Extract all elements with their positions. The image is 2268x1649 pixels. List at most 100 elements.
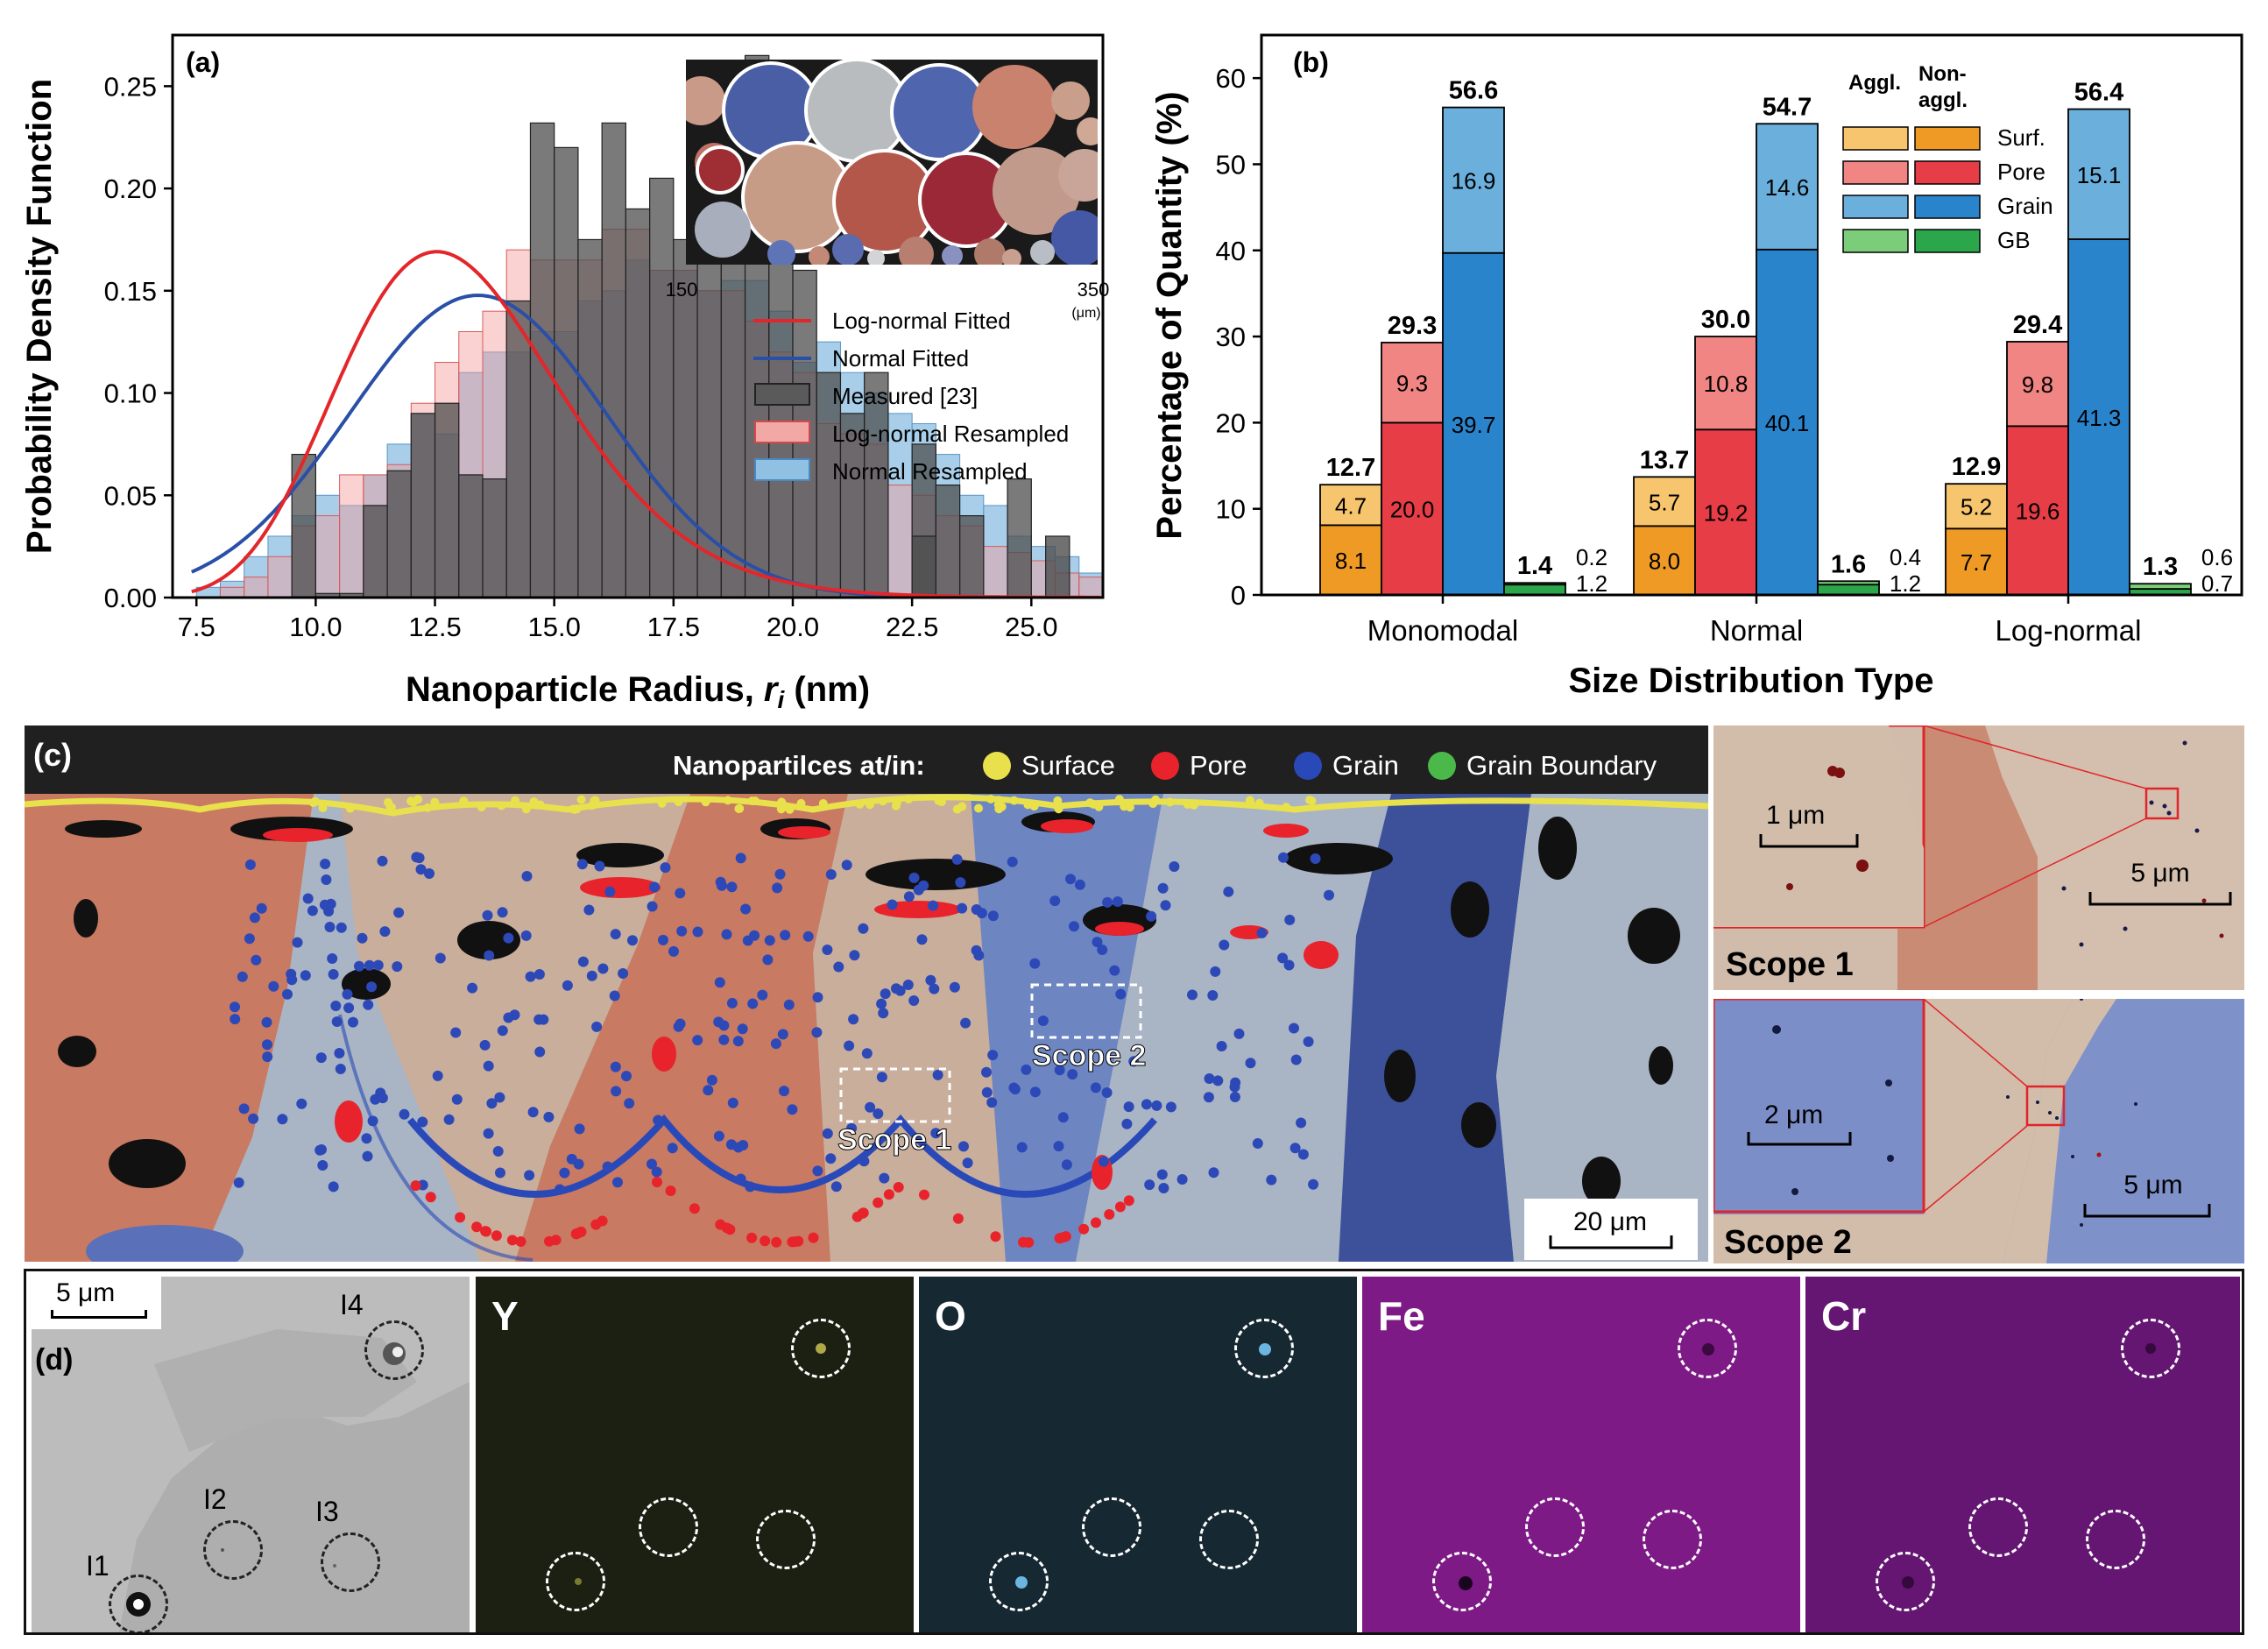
surface-particle [997,802,1007,811]
aggl-value: 9.3 [1396,371,1428,397]
surface-particle [1009,796,1019,805]
x-tick-label: 25.0 [1005,612,1057,642]
grain-particle [594,860,605,872]
stacked-bar-chart: 12.78.14.729.320.09.356.639.716.91.4 0.21… [1150,33,2243,700]
bar-aggl [2067,108,2130,240]
gb-particle [1091,1217,1101,1228]
grain-particle [1016,1142,1028,1153]
y-axis-title: Percentage of Quantity (%) [1150,91,1189,539]
grain-particle [248,1113,259,1124]
x-tick-label: 17.5 [647,612,700,642]
lognormal-resampled-bar [267,556,293,598]
grain-particle [811,1027,823,1038]
grain-particle [1007,856,1018,867]
grain-particle [1245,1058,1256,1069]
grain-particle [334,1048,345,1058]
gb-particle [1123,1195,1134,1207]
grain-particle [913,884,924,895]
grain-particle [757,989,768,1001]
y-tick-label: 0 [1231,580,1246,611]
inclusion-ring [1234,1319,1294,1378]
grain-particle [432,1070,443,1081]
measured-bar [386,470,412,598]
grain-particle [735,853,746,864]
non-aggl-value: 8.0 [1649,548,1680,575]
grain-particle [393,907,405,918]
y-tick-label: 0.00 [104,583,157,613]
gb-particle [789,1236,801,1248]
gb-particle [665,1185,676,1197]
grain-particle [486,1098,498,1109]
grain-particle [987,1050,999,1061]
grain-particle [732,1036,744,1047]
grain-particle [976,908,987,919]
surface-particle [587,801,597,810]
total-label: 1.3 [2143,553,2178,581]
grain-particle [727,1097,738,1108]
eds-map-o: O [919,1277,1357,1632]
grain-particle [268,980,279,992]
gb-particle [893,1182,904,1193]
x-tick-label: 15.0 [528,612,581,642]
non-aggl-value: 19.6 [2016,499,2060,525]
grain-particle [372,959,384,971]
gb-particle [990,1231,1001,1242]
grain-particle [1099,1156,1109,1167]
surface-particle [1307,796,1317,806]
surface-particle [1089,799,1099,809]
aggl-value: 0.2 [1576,544,1607,570]
grain-particle [1151,1100,1162,1111]
grain-particle [342,988,353,1000]
lognormal-resampled-bar [983,546,1008,598]
grain-particle [375,1087,386,1099]
surface-particle [855,799,865,809]
gb-particle [721,1222,732,1234]
measured-bar [505,300,532,598]
total-label: 1.6 [1831,550,1866,578]
x-tick-label: 7.5 [178,612,215,642]
surface-particle [878,796,887,806]
grain-particle [624,1098,635,1109]
grain-particle [451,1093,463,1105]
x-tick-label: 10.0 [289,612,342,642]
inclusion-ring [639,1497,698,1557]
inclusion-ring [756,1510,816,1569]
grain-particle [335,1064,346,1074]
grain-particle [348,1016,358,1028]
grain-particle [1203,1092,1214,1103]
grain-particle [503,1012,514,1023]
grain-particle [1219,939,1230,951]
non-aggl-value: 1.2 [1890,570,1921,597]
grain-particle [424,868,435,879]
gb-particle [1104,1209,1115,1220]
grain-particle [1029,1086,1041,1098]
grain-particle [958,1141,969,1152]
measured-bar [1045,535,1070,598]
scope1-label: Scope 1 [837,1123,951,1157]
bar-aggl [2129,583,2192,591]
grain-particle [327,953,338,964]
gb-particle [455,1212,466,1223]
grain-particle [363,999,374,1010]
scope1-panel: 1 μm 5 μm Scope 1 [1712,724,2244,990]
grain-particle [802,931,814,942]
grain-particle [583,904,595,916]
grain-particle [503,932,514,944]
grain-particle [627,935,638,946]
grain-particle [1053,1141,1064,1152]
grain-particle [415,864,427,875]
grain-particle [1297,1149,1309,1160]
grain-particle [1109,965,1120,976]
grain-particle [745,1181,756,1193]
grain-particle [577,956,589,967]
inclusion-ring [203,1520,263,1580]
grain-particle [296,1098,307,1109]
grain-particle [932,1069,943,1080]
eds-map-cr: Cr [1805,1277,2240,1632]
grain-particle [825,869,837,880]
grain-particle [726,997,738,1009]
gb-particle [1060,1231,1071,1242]
scope2-inset-scale-label: 2 μm [1764,1101,1823,1129]
grain-particle [249,912,260,924]
grain-particle [848,1014,859,1025]
